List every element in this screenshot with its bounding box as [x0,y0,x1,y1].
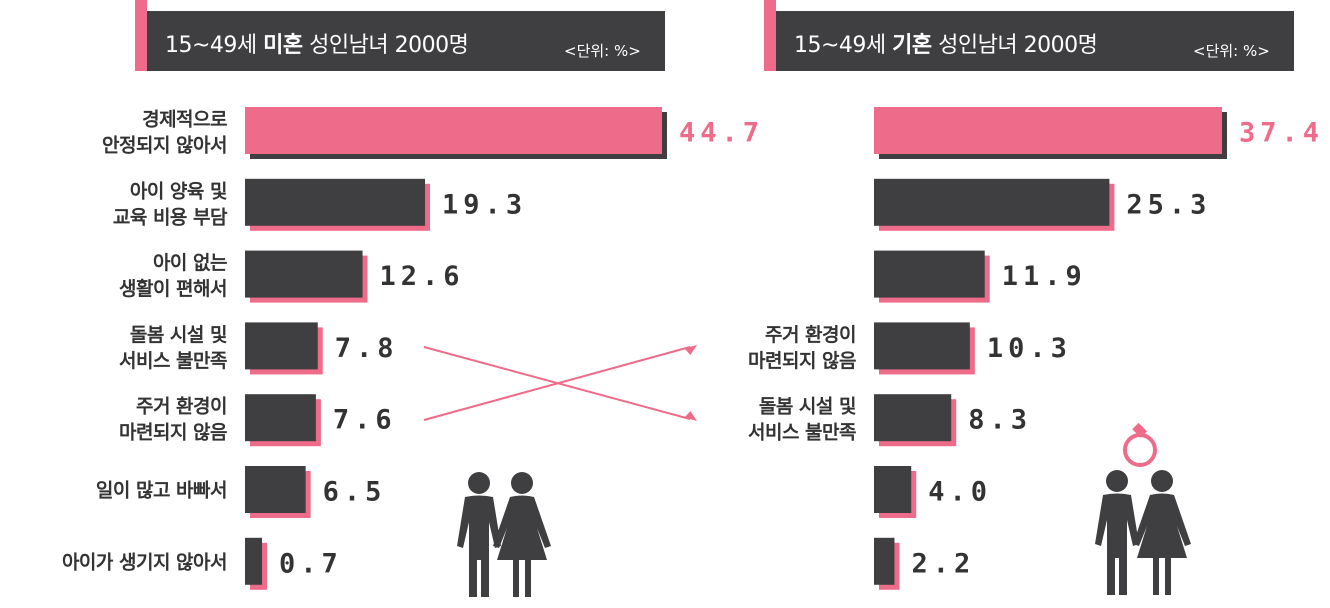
category-label: 아이 양육 및 교육 비용 부담 [113,180,228,228]
comparison-arrows [423,345,697,421]
value-label: 2.2 [911,548,975,579]
arrow-housing [423,346,691,421]
right-header: 15~49세 기혼 성인남녀 2000명 <단위: %> [776,11,1294,71]
bar [874,537,895,585]
category-label: 주거 환경이 마련되지 않음 [119,396,227,444]
category-label: 돌봄 시설 및 서비스 불만족 [748,396,856,444]
category-label: 돌봄 시설 및 서비스 불만족 [119,324,227,372]
ring-icon [1123,422,1157,467]
right-unit-label: <단위: %> [1193,42,1270,60]
category-label: 아이가 생기지 않아서 [62,551,227,573]
couple-with-ring-icon [1095,470,1191,595]
category-label: 일이 많고 바빠서 [96,480,227,502]
value-label: 7.8 [335,333,399,364]
bar-shadow [250,154,667,159]
value-label: 11.9 [1002,261,1087,292]
value-label: 12.6 [380,261,465,292]
bar [245,107,662,154]
left-chart-title: 15~49세 미혼 성인남녀 2000명 [165,33,469,58]
value-label: 7.6 [333,405,397,436]
bar [874,394,952,442]
value-label: 4.0 [928,477,992,508]
bar [245,466,306,513]
right-header-accent [764,0,776,71]
bar [874,107,1222,154]
value-label: 19.3 [442,189,527,220]
category-label: 아이 없는 생활이 편해서 [119,252,227,300]
value-label: 37.4 [1239,118,1324,149]
left-header-accent [135,0,147,71]
couple-icon [457,472,551,597]
arrow-housing-head [684,345,697,356]
bar [245,394,316,442]
left-unit-label: <단위: %> [564,42,641,60]
bar [245,178,426,226]
category-label: 주거 환경이 마련되지 않음 [748,324,856,372]
value-label: 10.3 [987,333,1072,364]
bar-shadow [1222,112,1227,159]
value-label: 0.7 [279,548,343,579]
value-label: 25.3 [1126,189,1211,220]
bar [245,322,318,370]
right-chart-title: 15~49세 기혼 성인남녀 2000명 [794,33,1098,58]
arrow-care-services-head [684,410,697,421]
bar [245,537,262,585]
bar [245,250,363,298]
bar-shadow [662,112,667,159]
value-label: 44.7 [679,118,764,149]
value-label: 8.3 [968,405,1032,436]
bar [874,250,985,298]
bar [874,466,912,513]
bar [874,178,1110,226]
bar-shadow [879,154,1227,159]
bar [874,322,970,370]
category-label: 경제적으로 안정되지 않아서 [102,109,227,157]
left-header: 15~49세 미혼 성인남녀 2000명 <단위: %> [147,11,665,71]
value-label: 6.5 [323,477,387,508]
